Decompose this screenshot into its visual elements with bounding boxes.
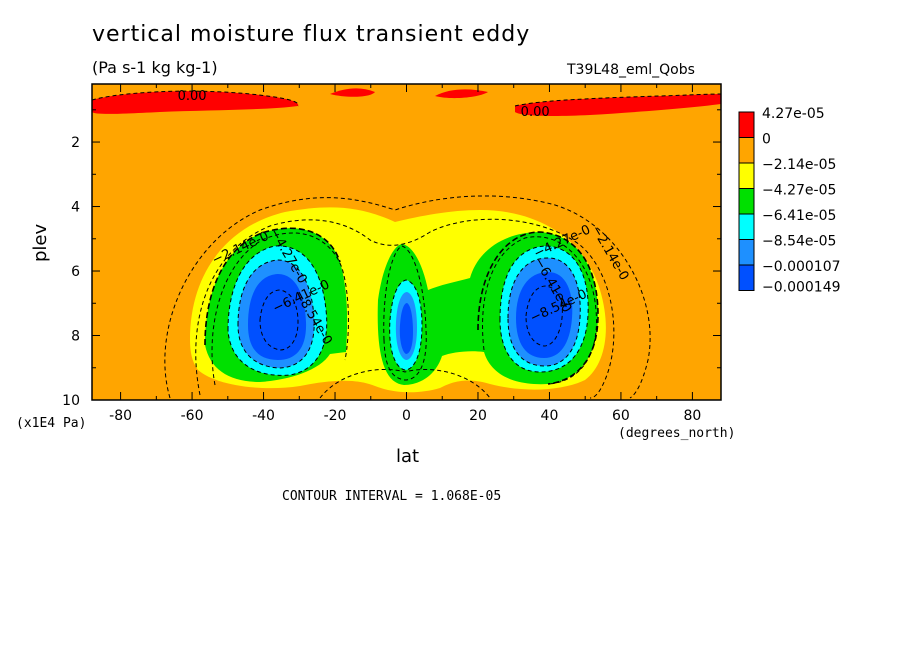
field-deepblue-right — [516, 272, 573, 358]
x-tick-label: 40 — [541, 408, 559, 424]
colorbar-label: −0.000149 — [762, 280, 841, 296]
x-axis-label: lat — [396, 446, 420, 467]
field-red-top-left — [92, 91, 299, 114]
colorbar-swatch — [738, 137, 755, 164]
y-axis-ticks: 2 4 6 8 10 — [62, 109, 721, 409]
y-tick-label: 4 — [71, 200, 80, 216]
x-tick-label: -40 — [252, 408, 275, 424]
x-axis-ticks: -80 -60 -40 -20 0 20 40 60 80 — [109, 84, 701, 424]
run-tag: T39L48_eml_Qobs — [567, 62, 695, 78]
chart-title: vertical moisture flux transient eddy — [92, 22, 531, 47]
x-tick-label: -80 — [109, 408, 132, 424]
y-tick-label: 8 — [71, 329, 80, 345]
contour-fill-layer — [92, 84, 721, 400]
colorbar-label: 0 — [762, 132, 771, 148]
x-tick-label: 20 — [469, 408, 487, 424]
colorbar-label: −0.000107 — [762, 259, 841, 275]
field-deepblue-left — [248, 274, 307, 360]
x-tick-label: -20 — [324, 408, 347, 424]
colorbar-legend: 4.27e-05 0 −2.14e-05 −4.27e-05 −6.41e-05 −8.5… — [738, 106, 841, 296]
y-tick-label: 6 — [71, 264, 80, 280]
colorbar-swatch — [738, 264, 755, 291]
contour-lines-thick — [204, 227, 599, 385]
colorbar-label: 4.27e-05 — [762, 106, 825, 122]
x-tick-label: 60 — [612, 408, 630, 424]
colorbar-label: −8.54e-05 — [762, 234, 836, 250]
contour-label: 0.00 — [521, 105, 550, 120]
field-deepblue-center — [399, 303, 413, 354]
contour-interval-note: CONTOUR INTERVAL = 1.068E-05 — [282, 489, 502, 504]
y-axis-unit: (x1E4 Pa) — [16, 416, 87, 431]
field-red-top-mid2 — [435, 89, 488, 99]
colorbar-label: −6.41e-05 — [762, 208, 836, 224]
field-red-top-mid1 — [330, 88, 375, 97]
colorbar-swatch — [738, 213, 755, 240]
x-tick-label: 80 — [683, 408, 701, 424]
x-tick-label: 0 — [402, 408, 411, 424]
x-axis-unit: (degrees_north) — [618, 426, 736, 441]
y-tick-label: 10 — [62, 393, 80, 409]
colorbar-swatch — [738, 239, 755, 266]
colorbar-swatch — [738, 111, 755, 138]
field-red-top-right — [515, 94, 721, 116]
colorbar-label: −4.27e-05 — [762, 183, 836, 199]
y-tick-label: 2 — [71, 135, 80, 151]
colorbar-swatch — [738, 162, 755, 189]
contour-label: 0.00 — [178, 89, 207, 104]
chart-units: (Pa s-1 kg kg-1) — [92, 58, 218, 77]
x-tick-label: -60 — [181, 408, 204, 424]
colorbar-swatch — [738, 188, 755, 215]
colorbar-label: −2.14e-05 — [762, 157, 836, 173]
